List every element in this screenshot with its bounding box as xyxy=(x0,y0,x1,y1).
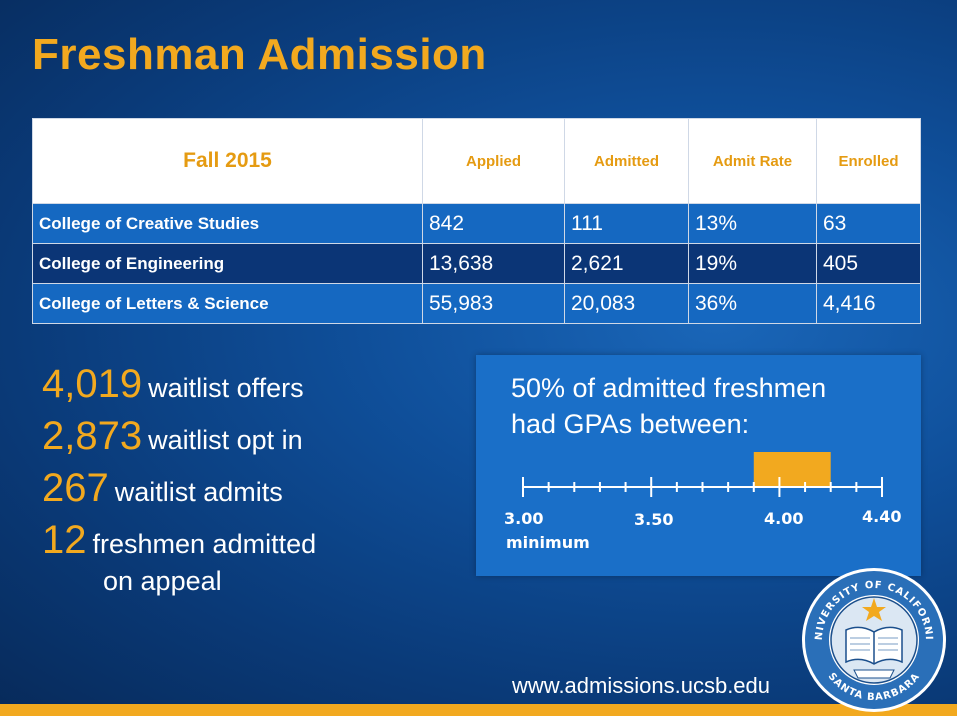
gpa-heading-line2: had GPAs between: xyxy=(511,409,750,439)
header-admitted: Admitted xyxy=(564,118,689,204)
stat-line: 2,873 waitlist opt in xyxy=(42,410,316,462)
admit-rate-value: 13% xyxy=(688,203,817,244)
stat-line: 267 waitlist admits xyxy=(42,462,316,514)
bottom-accent-bar xyxy=(0,704,957,716)
tick-label-3-00: 3.00 xyxy=(504,509,544,528)
college-name: College of Letters & Science xyxy=(32,283,423,324)
stat-value: 267 xyxy=(42,466,109,510)
stat-value: 12 xyxy=(42,518,87,562)
stat-line: 4,019 waitlist offers xyxy=(42,358,316,410)
tick-label-3-50: 3.50 xyxy=(634,510,674,529)
gpa-panel: 50% of admitted freshmen had GPAs betwee… xyxy=(476,355,921,576)
applied-value: 13,638 xyxy=(422,243,565,284)
term-header: Fall 2015 xyxy=(32,118,423,204)
admit-rate-value: 19% xyxy=(688,243,817,284)
header-enrolled: Enrolled xyxy=(816,118,921,204)
stat-label: waitlist admits xyxy=(114,477,283,507)
stat-value: 4,019 xyxy=(42,362,143,406)
gpa-scale xyxy=(522,452,883,497)
stat-line: 12 freshmen admitted xyxy=(42,514,316,566)
tick-label-4-40: 4.40 xyxy=(862,507,902,526)
applied-value: 842 xyxy=(422,203,565,244)
enrolled-value: 4,416 xyxy=(816,283,921,324)
admit-rate-value: 36% xyxy=(688,283,817,324)
header-applied: Applied xyxy=(422,118,565,204)
college-name: College of Engineering xyxy=(32,243,423,284)
gpa-range-bar xyxy=(753,452,831,486)
admitted-value: 2,621 xyxy=(564,243,689,284)
website-url: www.admissions.ucsb.edu xyxy=(512,673,771,698)
slide-title: Freshman Admission xyxy=(32,30,487,79)
admission-table: Fall 2015 Applied Admitted Admit Rate En… xyxy=(32,118,921,324)
admitted-value: 20,083 xyxy=(564,283,689,324)
header-admit-rate: Admit Rate xyxy=(688,118,817,204)
stat-label: waitlist opt in xyxy=(148,425,303,455)
stat-label-continued: on appeal xyxy=(103,566,222,596)
minimum-label: minimum xyxy=(506,533,590,552)
university-seal-logo: UNIVERSITY OF CALIFORNIA SANTA BARBARA xyxy=(800,566,946,712)
stat-label: freshmen admitted xyxy=(92,529,317,559)
stat-value: 2,873 xyxy=(42,414,143,458)
gpa-heading-line1: 50% of admitted freshmen xyxy=(511,373,827,403)
enrolled-value: 405 xyxy=(816,243,921,284)
table-header-row: Fall 2015 Applied Admitted Admit Rate En… xyxy=(32,118,921,204)
gpa-ticks xyxy=(522,477,883,497)
college-name: College of Creative Studies xyxy=(32,203,423,244)
enrolled-value: 63 xyxy=(816,203,921,244)
table-row: College of Engineering 13,638 2,621 19% … xyxy=(32,243,921,284)
tick-label-4-00: 4.00 xyxy=(764,509,804,528)
waitlist-stats: 4,019 waitlist offers 2,873 waitlist opt i… xyxy=(42,358,316,596)
table-row: College of Creative Studies 842 111 13% … xyxy=(32,203,921,244)
admitted-value: 111 xyxy=(564,203,689,244)
applied-value: 55,983 xyxy=(422,283,565,324)
stat-label: waitlist offers xyxy=(148,373,304,403)
table-row: College of Letters & Science 55,983 20,0… xyxy=(32,283,921,324)
